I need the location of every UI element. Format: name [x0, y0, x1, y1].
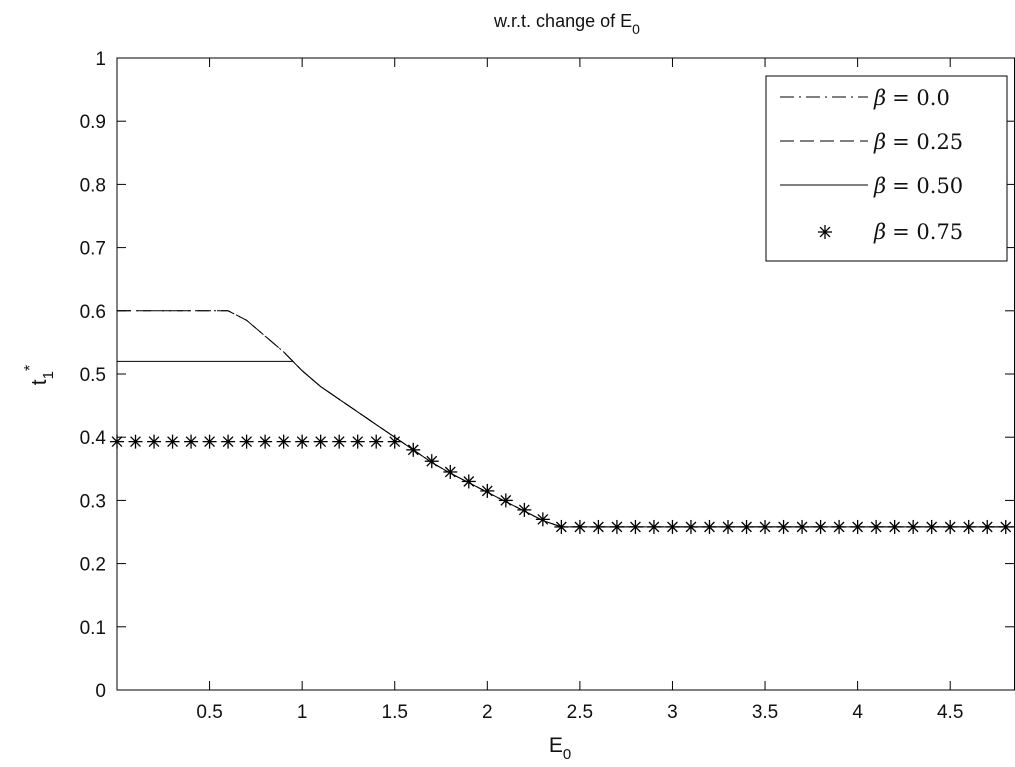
star-marker	[832, 519, 847, 534]
star-marker	[776, 519, 791, 534]
star-marker	[221, 434, 236, 449]
y-tick-label: 0.5	[80, 365, 106, 386]
legend-item: β = 0.25	[780, 130, 963, 154]
star-marker	[443, 464, 458, 479]
star-marker	[424, 454, 439, 469]
star-marker	[943, 519, 958, 534]
star-marker	[128, 434, 143, 449]
series-2	[117, 360, 1015, 528]
chart-title: w.r.t. change of E0	[493, 11, 640, 37]
star-marker	[665, 519, 680, 534]
star-marker	[850, 519, 865, 534]
y-tick-label: 0.1	[80, 618, 106, 639]
star-marker	[554, 519, 569, 534]
star-marker	[110, 434, 124, 449]
legend-label: β = 0.50	[873, 174, 963, 198]
y-tick-label: 0.8	[80, 175, 106, 196]
series-line-1	[117, 310, 1015, 528]
star-marker	[813, 519, 828, 534]
star-marker	[184, 434, 199, 449]
star-marker	[869, 519, 884, 534]
series-3	[110, 434, 1013, 534]
star-marker	[795, 519, 810, 534]
legend-item: β = 0.50	[780, 174, 963, 198]
star-marker	[702, 519, 717, 534]
y-axis-label: t1*	[22, 365, 57, 385]
y-tick-label: 1	[95, 49, 106, 70]
series-line-0	[117, 310, 1015, 528]
star-marker	[924, 519, 939, 534]
series-0	[117, 310, 1015, 528]
star-marker	[628, 519, 643, 534]
star-marker	[276, 434, 291, 449]
star-marker	[517, 502, 532, 517]
legend-label: β = 0.25	[873, 130, 963, 154]
legend-item: β = 0.0	[780, 86, 950, 110]
x-tick-label: 4.5	[937, 702, 963, 723]
legend-label: β = 0.75	[873, 220, 963, 244]
x-tick-label: 3.5	[752, 702, 778, 723]
star-marker	[332, 434, 347, 449]
y-tick-label: 0	[95, 681, 106, 702]
star-marker	[887, 519, 902, 534]
x-axis: 0.5 1 1.5 2 2.5 3 3.5 4 4.5	[196, 58, 963, 723]
star-marker	[535, 512, 550, 527]
star-marker	[646, 519, 661, 534]
legend-label: β = 0.0	[873, 86, 950, 110]
series-layer	[110, 310, 1015, 534]
star-marker	[998, 519, 1013, 534]
star-marker	[498, 493, 513, 508]
star-marker	[758, 519, 773, 534]
legend-item: β = 0.75	[818, 220, 963, 244]
star-marker	[961, 519, 976, 534]
star-marker	[683, 519, 698, 534]
x-tick-label: 4	[852, 702, 863, 723]
y-tick-label: 0.2	[80, 555, 106, 576]
y-tick-label: 0.3	[80, 491, 106, 512]
x-tick-label: 0.5	[196, 702, 222, 723]
x-tick-label: 2	[482, 702, 493, 723]
star-marker	[818, 225, 832, 239]
series-line-2	[117, 360, 1015, 528]
star-marker	[461, 474, 476, 489]
star-marker	[295, 434, 310, 449]
star-marker	[980, 519, 995, 534]
star-marker	[480, 483, 495, 498]
y-axis: 0 0.1 0.2 0.3 0.4 0.5 0.6 0.7 0.8 0.9 1	[80, 49, 1014, 702]
star-marker	[369, 434, 384, 449]
x-tick-label: 1.5	[382, 702, 408, 723]
star-marker	[387, 434, 402, 449]
star-marker	[406, 442, 421, 457]
series-1	[117, 310, 1015, 528]
y-tick-label: 0.9	[80, 112, 106, 133]
x-tick-label: 3	[667, 702, 678, 723]
y-tick-label: 0.6	[80, 302, 106, 323]
y-tick-label: 0.4	[80, 428, 107, 449]
x-tick-label: 1	[297, 702, 308, 723]
star-marker	[258, 434, 273, 449]
star-marker	[147, 434, 162, 449]
star-marker	[906, 519, 921, 534]
y-tick-label: 0.7	[80, 239, 106, 260]
star-marker	[609, 519, 624, 534]
legend: β = 0.0 β = 0.25 β = 0.50 β = 0.75	[765, 75, 1008, 262]
star-marker	[591, 519, 606, 534]
star-marker	[721, 519, 736, 534]
star-marker	[239, 434, 254, 449]
star-marker	[350, 434, 365, 449]
x-tick-label: 2.5	[567, 702, 593, 723]
x-axis-label: E0	[549, 734, 571, 763]
star-marker	[202, 434, 217, 449]
star-marker	[572, 519, 587, 534]
star-marker	[313, 434, 328, 449]
star-marker	[739, 519, 754, 534]
star-marker	[165, 434, 180, 449]
